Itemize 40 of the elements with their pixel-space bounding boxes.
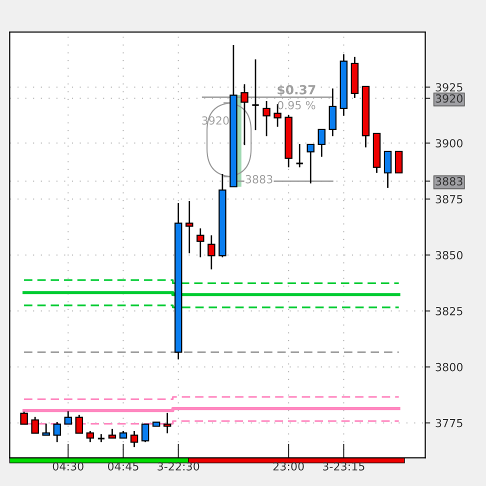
candlestick: [196, 228, 204, 258]
annotation: $0.37: [278, 84, 316, 96]
candlestick: [141, 424, 150, 443]
y-tick-label: 3825: [436, 306, 462, 316]
annotation: 0.95 %: [278, 100, 316, 110]
candlestick: [208, 234, 216, 270]
candlestick: [108, 428, 116, 439]
candlestick: [130, 430, 138, 448]
y-tick-label: 3850: [436, 250, 463, 260]
y-tick-label: 3775: [436, 418, 462, 428]
candlestick: [20, 411, 28, 425]
candlestick: [306, 144, 314, 184]
candlestick: [31, 416, 39, 434]
annotation: 3883: [246, 175, 272, 184]
x-tick-label: 3-22:30: [158, 462, 200, 471]
y-tick-label: 3920: [436, 94, 463, 103]
candlestick: [75, 414, 84, 434]
candlestick: [186, 200, 194, 254]
candlestick: [384, 150, 392, 189]
candlestick: [318, 128, 326, 158]
candlestick: [163, 412, 172, 434]
candlestick: [394, 150, 403, 174]
candlestick: [295, 143, 304, 168]
candlestick: [328, 88, 337, 137]
candlestick: [86, 430, 94, 443]
x-tick-label: 23:00: [273, 462, 304, 471]
candlestick: [42, 422, 50, 436]
x-tick-label: 04:30: [52, 462, 84, 471]
x-tick-label: 3-23:15: [322, 462, 364, 471]
candlestick: [64, 410, 72, 425]
x-tick-label: 04:45: [108, 462, 138, 471]
y-tick-label: 3800: [436, 362, 463, 372]
y-tick-label: 3925: [436, 83, 462, 92]
y-tick-label: 3883: [436, 177, 462, 186]
candlestick: [251, 58, 260, 131]
candlestick: [53, 421, 61, 443]
candlestick: [240, 84, 248, 146]
y-tick-label: 3875: [436, 195, 462, 204]
y-tick-label: 3900: [436, 139, 463, 148]
candlestick: [262, 100, 270, 137]
